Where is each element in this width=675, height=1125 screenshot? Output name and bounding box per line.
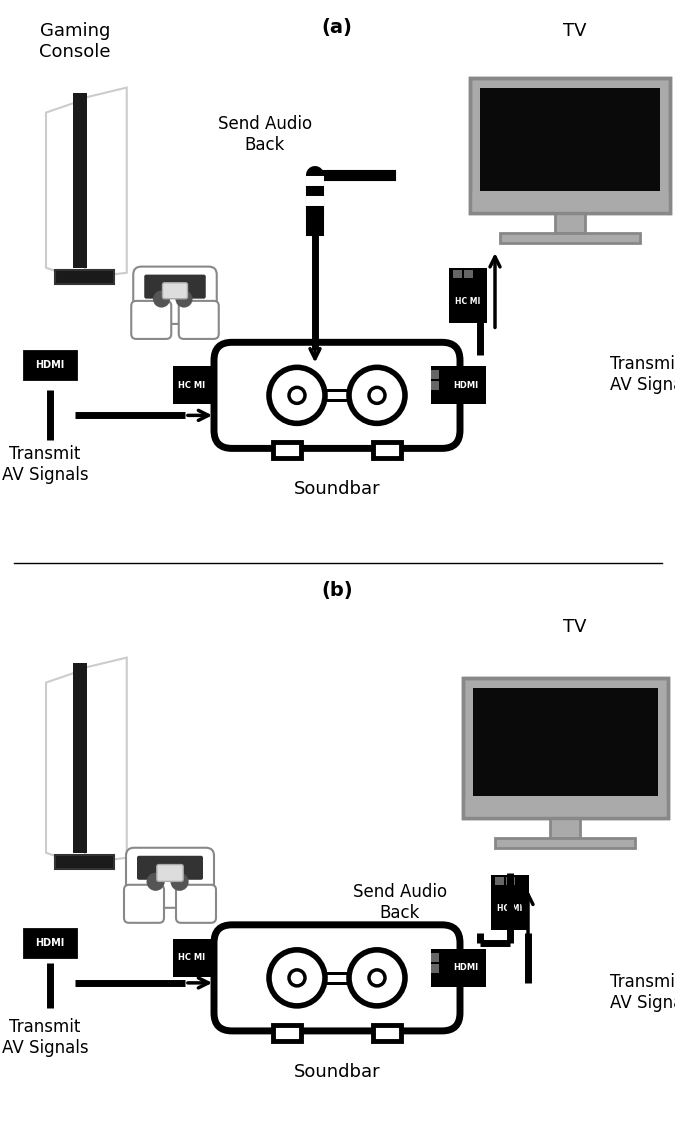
Text: Soundbar: Soundbar: [294, 480, 380, 498]
Bar: [453, 270, 462, 278]
Text: HC MI: HC MI: [178, 953, 206, 962]
Text: HDMI: HDMI: [35, 938, 65, 948]
FancyBboxPatch shape: [126, 848, 214, 908]
FancyBboxPatch shape: [470, 78, 670, 213]
Bar: [480, 88, 660, 190]
Bar: [24, 351, 76, 379]
Bar: [173, 367, 227, 404]
Bar: [464, 270, 473, 278]
Text: HC MI: HC MI: [497, 904, 522, 914]
Text: TV: TV: [563, 22, 587, 40]
Text: HDMI: HDMI: [454, 963, 479, 972]
Bar: [373, 442, 401, 458]
Bar: [431, 367, 485, 404]
Text: TV: TV: [563, 618, 587, 636]
Circle shape: [171, 874, 188, 890]
Polygon shape: [75, 658, 127, 863]
Bar: [449, 268, 487, 323]
Polygon shape: [46, 667, 85, 863]
Circle shape: [269, 368, 325, 423]
Text: Transmit
AV Signals: Transmit AV Signals: [1, 446, 88, 484]
Bar: [431, 370, 439, 379]
FancyBboxPatch shape: [176, 884, 216, 922]
Text: HDMI: HDMI: [35, 360, 65, 370]
FancyBboxPatch shape: [462, 677, 668, 818]
FancyBboxPatch shape: [124, 884, 164, 922]
Bar: [73, 92, 87, 268]
Bar: [550, 818, 580, 838]
FancyBboxPatch shape: [157, 865, 183, 881]
Circle shape: [269, 950, 325, 1006]
Text: HDMI: HDMI: [454, 381, 479, 390]
Polygon shape: [75, 88, 127, 278]
Bar: [73, 663, 87, 853]
Circle shape: [369, 970, 385, 986]
Text: Soundbar: Soundbar: [294, 1063, 380, 1081]
Text: HC MI: HC MI: [456, 297, 481, 306]
Bar: [491, 875, 529, 930]
Text: (b): (b): [321, 580, 353, 600]
Bar: [431, 381, 439, 390]
Bar: [470, 192, 670, 213]
FancyBboxPatch shape: [131, 300, 171, 339]
Bar: [506, 878, 515, 885]
Circle shape: [349, 368, 405, 423]
Bar: [495, 878, 504, 885]
FancyBboxPatch shape: [133, 267, 217, 324]
Bar: [297, 973, 377, 983]
Text: (a): (a): [321, 18, 352, 37]
Bar: [431, 948, 485, 987]
FancyBboxPatch shape: [214, 342, 460, 449]
FancyBboxPatch shape: [163, 282, 188, 299]
Bar: [24, 929, 76, 957]
Bar: [219, 943, 227, 952]
Text: HC MI: HC MI: [178, 381, 206, 390]
Text: Send Audio
Back: Send Audio Back: [218, 115, 312, 154]
Circle shape: [289, 387, 305, 404]
Bar: [173, 939, 227, 976]
Bar: [55, 855, 114, 868]
Bar: [219, 370, 227, 379]
Circle shape: [154, 291, 169, 306]
Polygon shape: [46, 98, 85, 278]
Bar: [297, 390, 377, 400]
Bar: [472, 687, 657, 795]
Bar: [219, 381, 227, 390]
Circle shape: [369, 387, 385, 404]
Text: Gaming
Console: Gaming Console: [39, 22, 111, 61]
Circle shape: [148, 874, 163, 890]
Bar: [495, 838, 635, 848]
Bar: [273, 442, 301, 458]
Text: Transmit
AV Signals: Transmit AV Signals: [1, 1018, 88, 1056]
FancyBboxPatch shape: [179, 300, 219, 339]
Text: Send Audio
Back: Send Audio Back: [353, 883, 447, 921]
FancyBboxPatch shape: [214, 925, 460, 1030]
FancyBboxPatch shape: [144, 274, 206, 298]
Bar: [462, 798, 668, 818]
Circle shape: [349, 950, 405, 1006]
Bar: [431, 953, 439, 962]
FancyBboxPatch shape: [137, 856, 203, 880]
Bar: [273, 1025, 301, 1041]
Bar: [431, 964, 439, 973]
Bar: [555, 213, 585, 233]
Bar: [500, 233, 640, 243]
Text: Transmit
AV Signals: Transmit AV Signals: [610, 973, 675, 1011]
Circle shape: [289, 970, 305, 986]
Circle shape: [176, 291, 192, 306]
Text: Transmit
AV Signals: Transmit AV Signals: [610, 356, 675, 394]
Bar: [373, 1025, 401, 1041]
Bar: [55, 270, 114, 284]
Bar: [219, 954, 227, 963]
